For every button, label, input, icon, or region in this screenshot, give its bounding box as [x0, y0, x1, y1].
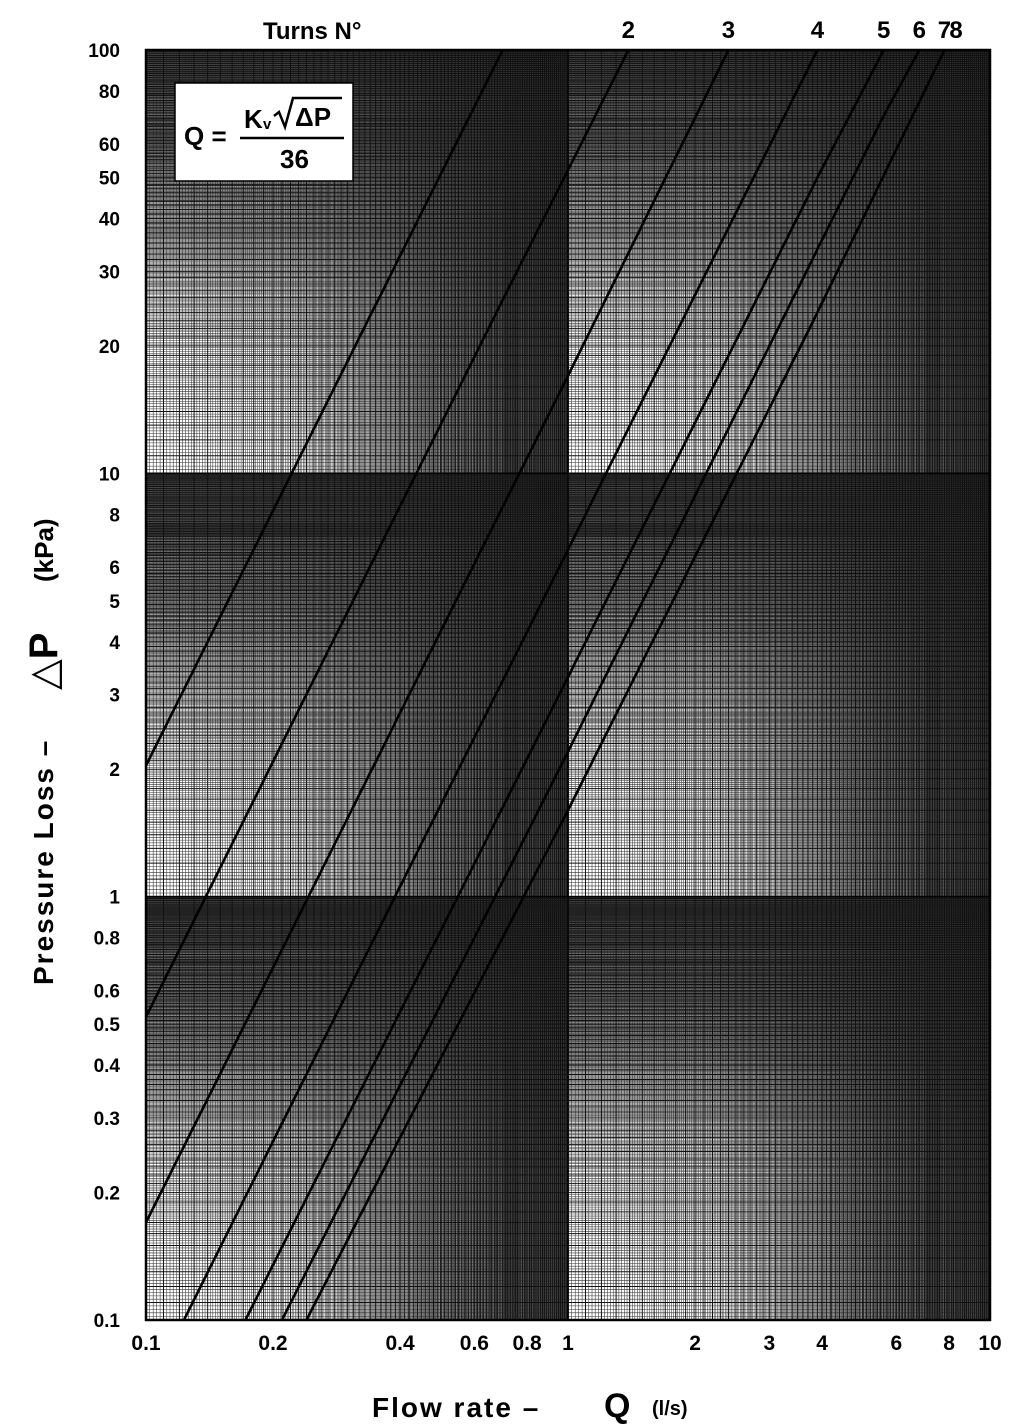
x-tick-label: 8: [943, 1332, 955, 1355]
x-tick-label: 2: [689, 1332, 701, 1355]
y-tick-label: 0.2: [94, 1184, 120, 1205]
x-tick-label: 1: [562, 1332, 574, 1355]
series-line-turns-1: [146, 50, 504, 767]
turns-header: Turns N°: [263, 18, 361, 45]
formula-numerator-coef: K: [244, 104, 263, 134]
y-tick-label: 10: [99, 464, 120, 485]
turn-label-6: 6: [913, 17, 926, 44]
formula-frame: [174, 82, 354, 182]
y-tick-label: 60: [99, 135, 120, 156]
y-tick-label: 2: [109, 760, 120, 781]
y-tick-label: 6: [109, 558, 120, 579]
x-axis-title-symbol: Q: [604, 1387, 630, 1425]
x-tick-label: 6: [891, 1332, 903, 1355]
series-line-turns-2: [146, 50, 630, 1018]
y-tick-label: 0.5: [94, 1015, 121, 1036]
x-tick-label: 0.1: [131, 1332, 161, 1355]
formula-numerator-sub: v: [263, 116, 272, 133]
turn-label-3: 3: [722, 17, 735, 44]
x-tick-label: 3: [764, 1332, 776, 1355]
y-axis-title: Pressure Loss – △P (kPa): [22, 518, 66, 985]
y-tick-label: 0.8: [94, 929, 120, 950]
y-tick-label: 40: [99, 209, 120, 230]
y-tick-label: 100: [88, 41, 120, 62]
turn-label-5: 5: [877, 17, 890, 44]
y-tick-label: 3: [109, 686, 120, 707]
x-tick-label: 0.8: [513, 1332, 543, 1355]
formula-radical-sign: [273, 96, 342, 131]
x-axis-title-text: Flow rate –: [372, 1392, 540, 1423]
series-line-turns-5: [244, 50, 885, 1320]
y-tick-label: 4: [109, 633, 120, 654]
x-axis-title-unit: (l/s): [652, 1398, 688, 1420]
y-tick-label: 0.4: [94, 1056, 121, 1077]
y-tick-label: 0.6: [94, 982, 120, 1003]
y-tick-label: 50: [99, 168, 120, 189]
y-axis-title-symbol: △P: [22, 633, 66, 690]
formula-box: Q = K v ΔP 36: [174, 82, 354, 182]
turn-labels: 2 3 4 5 6 78: [622, 17, 963, 44]
major-gridlines: [145, 49, 991, 1321]
series-lines: [146, 50, 946, 1320]
x-tick-label: 10: [978, 1332, 1001, 1355]
y-tick-label: 5: [109, 592, 120, 613]
turn-label-4: 4: [811, 17, 825, 44]
x-tick-label: 0.2: [258, 1332, 287, 1355]
series-line-turns-6: [280, 50, 921, 1320]
y-tick-label: 80: [99, 82, 120, 103]
x-tick-labels: 0.1 0.2 0.4 0.6 0.8 1 2 3 4 6 8 10: [131, 1332, 1001, 1355]
plot-frame: [144, 48, 992, 1322]
x-tick-label: 0.6: [460, 1332, 489, 1355]
formula-denominator: 36: [280, 144, 309, 174]
y-axis-title-text: Pressure Loss –: [28, 739, 59, 985]
turn-label-2: 2: [622, 17, 635, 44]
turn-label-7: 7: [938, 17, 951, 44]
y-tick-label: 0.3: [94, 1109, 120, 1130]
y-tick-label: 1: [109, 888, 120, 909]
x-axis-title: Flow rate – Q (l/s): [372, 1387, 688, 1425]
y-tick-label: 20: [99, 337, 120, 358]
y-axis-title-unit: (kPa): [29, 518, 59, 582]
x-tick-label: 0.4: [385, 1332, 415, 1355]
y-tick-label: 30: [99, 262, 120, 283]
series-line-turns-4: [182, 50, 819, 1320]
y-tick-label: 8: [109, 505, 120, 526]
turn-label-8: 8: [949, 17, 962, 44]
y-tick-labels: 0.1 0.2 0.3 0.4 0.5 0.6 0.8 1 2 3 4 5 6 8 10 20 30 40 50 60…: [88, 41, 120, 1332]
formula-radicand: ΔP: [295, 102, 331, 132]
series-line-turns-3: [146, 50, 730, 1224]
formula-lhs: Q =: [184, 121, 227, 151]
series-line-turns-7: [305, 50, 946, 1320]
y-tick-label: 0.1: [94, 1311, 121, 1332]
x-tick-label: 4: [816, 1332, 828, 1355]
